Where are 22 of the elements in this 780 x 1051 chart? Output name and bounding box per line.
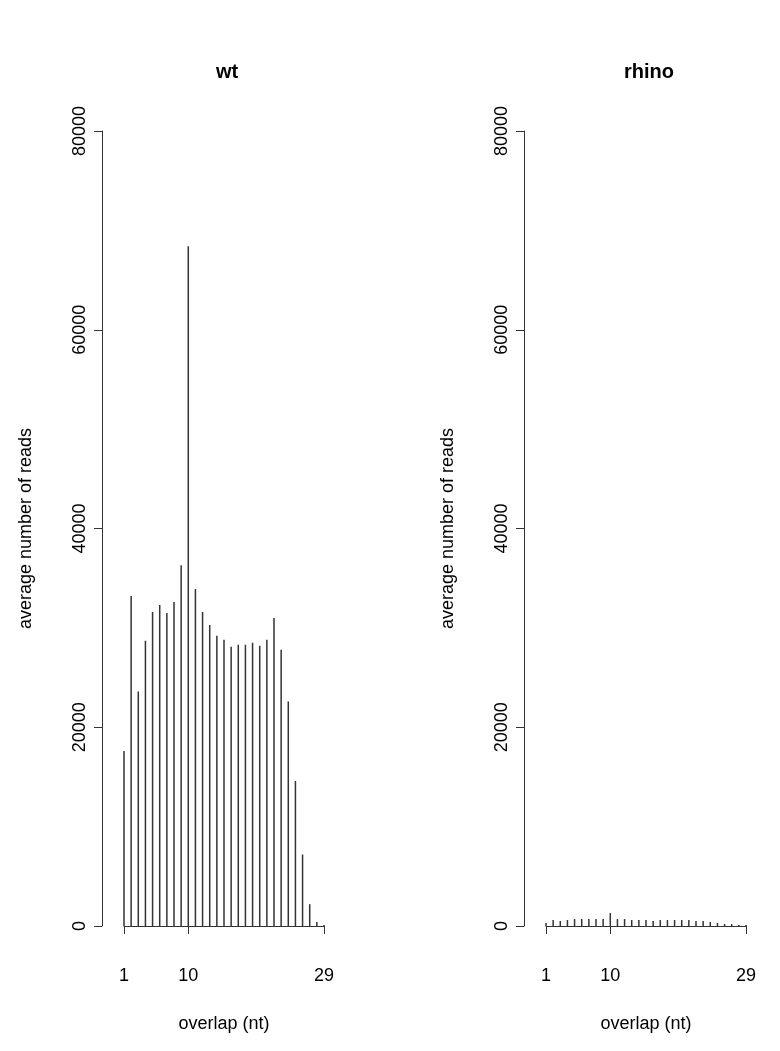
y-tick-label: 0 (69, 920, 89, 932)
x-tick-label: 29 (313, 965, 335, 985)
y-tick-label: 0 (491, 920, 511, 932)
x-tick-label: 10 (178, 965, 199, 985)
chart-title: wt (214, 60, 239, 82)
y-tick-label: 20000 (491, 702, 511, 753)
y-tick-label: 80000 (491, 105, 511, 157)
y-tick-label: 60000 (69, 304, 89, 355)
y-tick-label: 40000 (491, 503, 511, 554)
y-tick-label: 80000 (69, 105, 89, 157)
x-tick-label: 1 (118, 965, 130, 985)
y-tick-label: 60000 (491, 304, 511, 355)
y-tick-label: 20000 (69, 702, 89, 753)
x-tick-label: 1 (540, 965, 552, 985)
x-tick-label: 29 (735, 965, 757, 985)
x-tick-label: 10 (600, 965, 621, 985)
y-axis-title: average number of reads (15, 427, 35, 630)
chart-title: rhino (624, 60, 674, 82)
x-axis-title: overlap (nt) (178, 1013, 270, 1033)
y-tick-label: 40000 (69, 503, 89, 554)
x-axis-title: overlap (nt) (600, 1013, 692, 1033)
y-axis-title: average number of reads (437, 427, 457, 630)
